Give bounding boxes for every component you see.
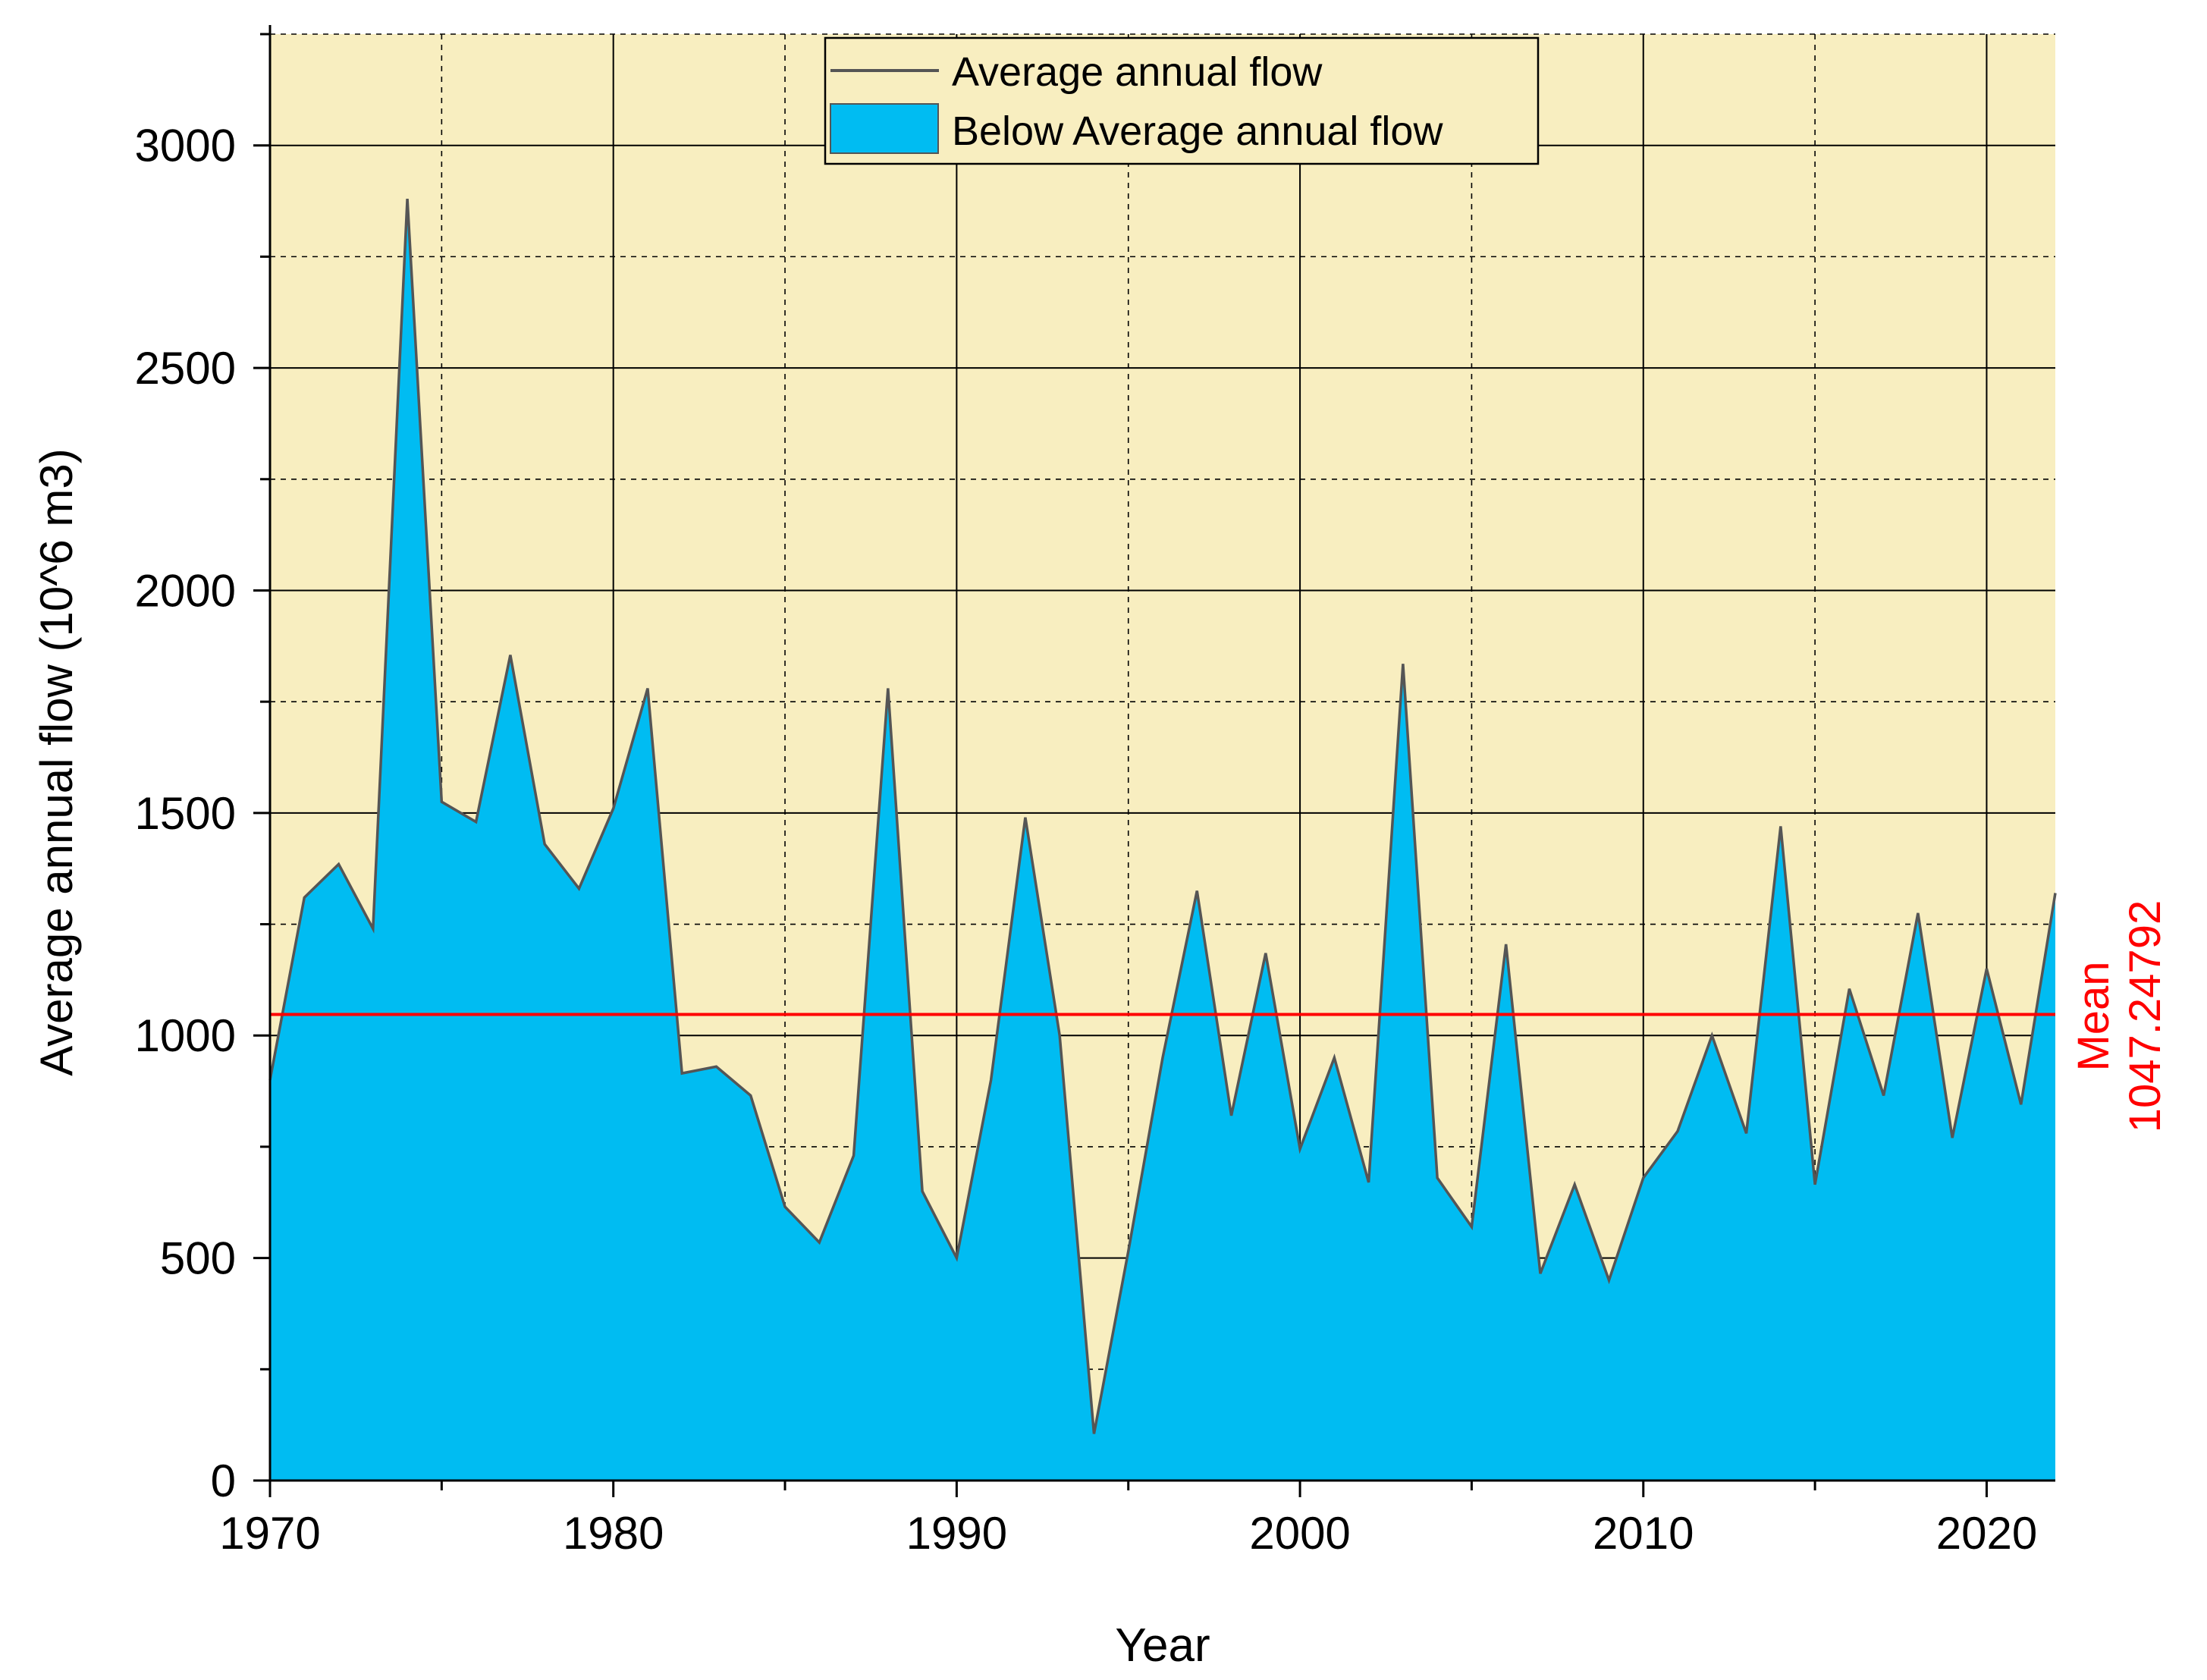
below-average-area <box>270 199 2055 1481</box>
x-tick-label: 1990 <box>906 1508 1007 1559</box>
x-tick-label: 2020 <box>1936 1508 2037 1559</box>
average-annual-flow-line <box>268 199 2057 1434</box>
x-tick-label: 2000 <box>1249 1508 1350 1559</box>
x-tick-label: 1980 <box>563 1508 664 1559</box>
y-tick-label: 1500 <box>135 788 236 839</box>
tick-labels: 1970 1980 1990 2000 2010 2020 0 500 1000 1500 2000… <box>135 33 2037 1559</box>
y-axis-label: Average annual flow (10^6 m3) <box>31 448 82 1076</box>
y-tick-label: 1000 <box>135 1010 236 1061</box>
y-tick-label: 0 <box>211 1455 236 1506</box>
mean-label-value: 1047.24792 <box>2121 900 2170 1132</box>
x-axis-label: Year <box>1115 1619 1210 1672</box>
legend-box <box>824 36 1540 165</box>
legend: Average annual flow Below Average annual… <box>824 36 1540 165</box>
mean-label-title: Mean <box>2069 961 2118 1071</box>
mean-label: Mean 1047.24792 <box>2069 900 2170 1132</box>
legend-area-swatch <box>830 103 939 154</box>
y-tick-label: 3000 <box>135 121 236 171</box>
y-tick-label: 2000 <box>135 565 236 616</box>
axes <box>268 25 2055 1482</box>
legend-entry-below-average: Below Average annual flow <box>952 108 1443 154</box>
x-tick-label: 2010 <box>1593 1508 1694 1559</box>
y-tick-label: 500 <box>160 1233 236 1284</box>
x-tick-label: 1970 <box>219 1508 320 1559</box>
y-tick-label: 2500 <box>135 343 236 394</box>
legend-entry-average: Average annual flow <box>952 49 1323 95</box>
